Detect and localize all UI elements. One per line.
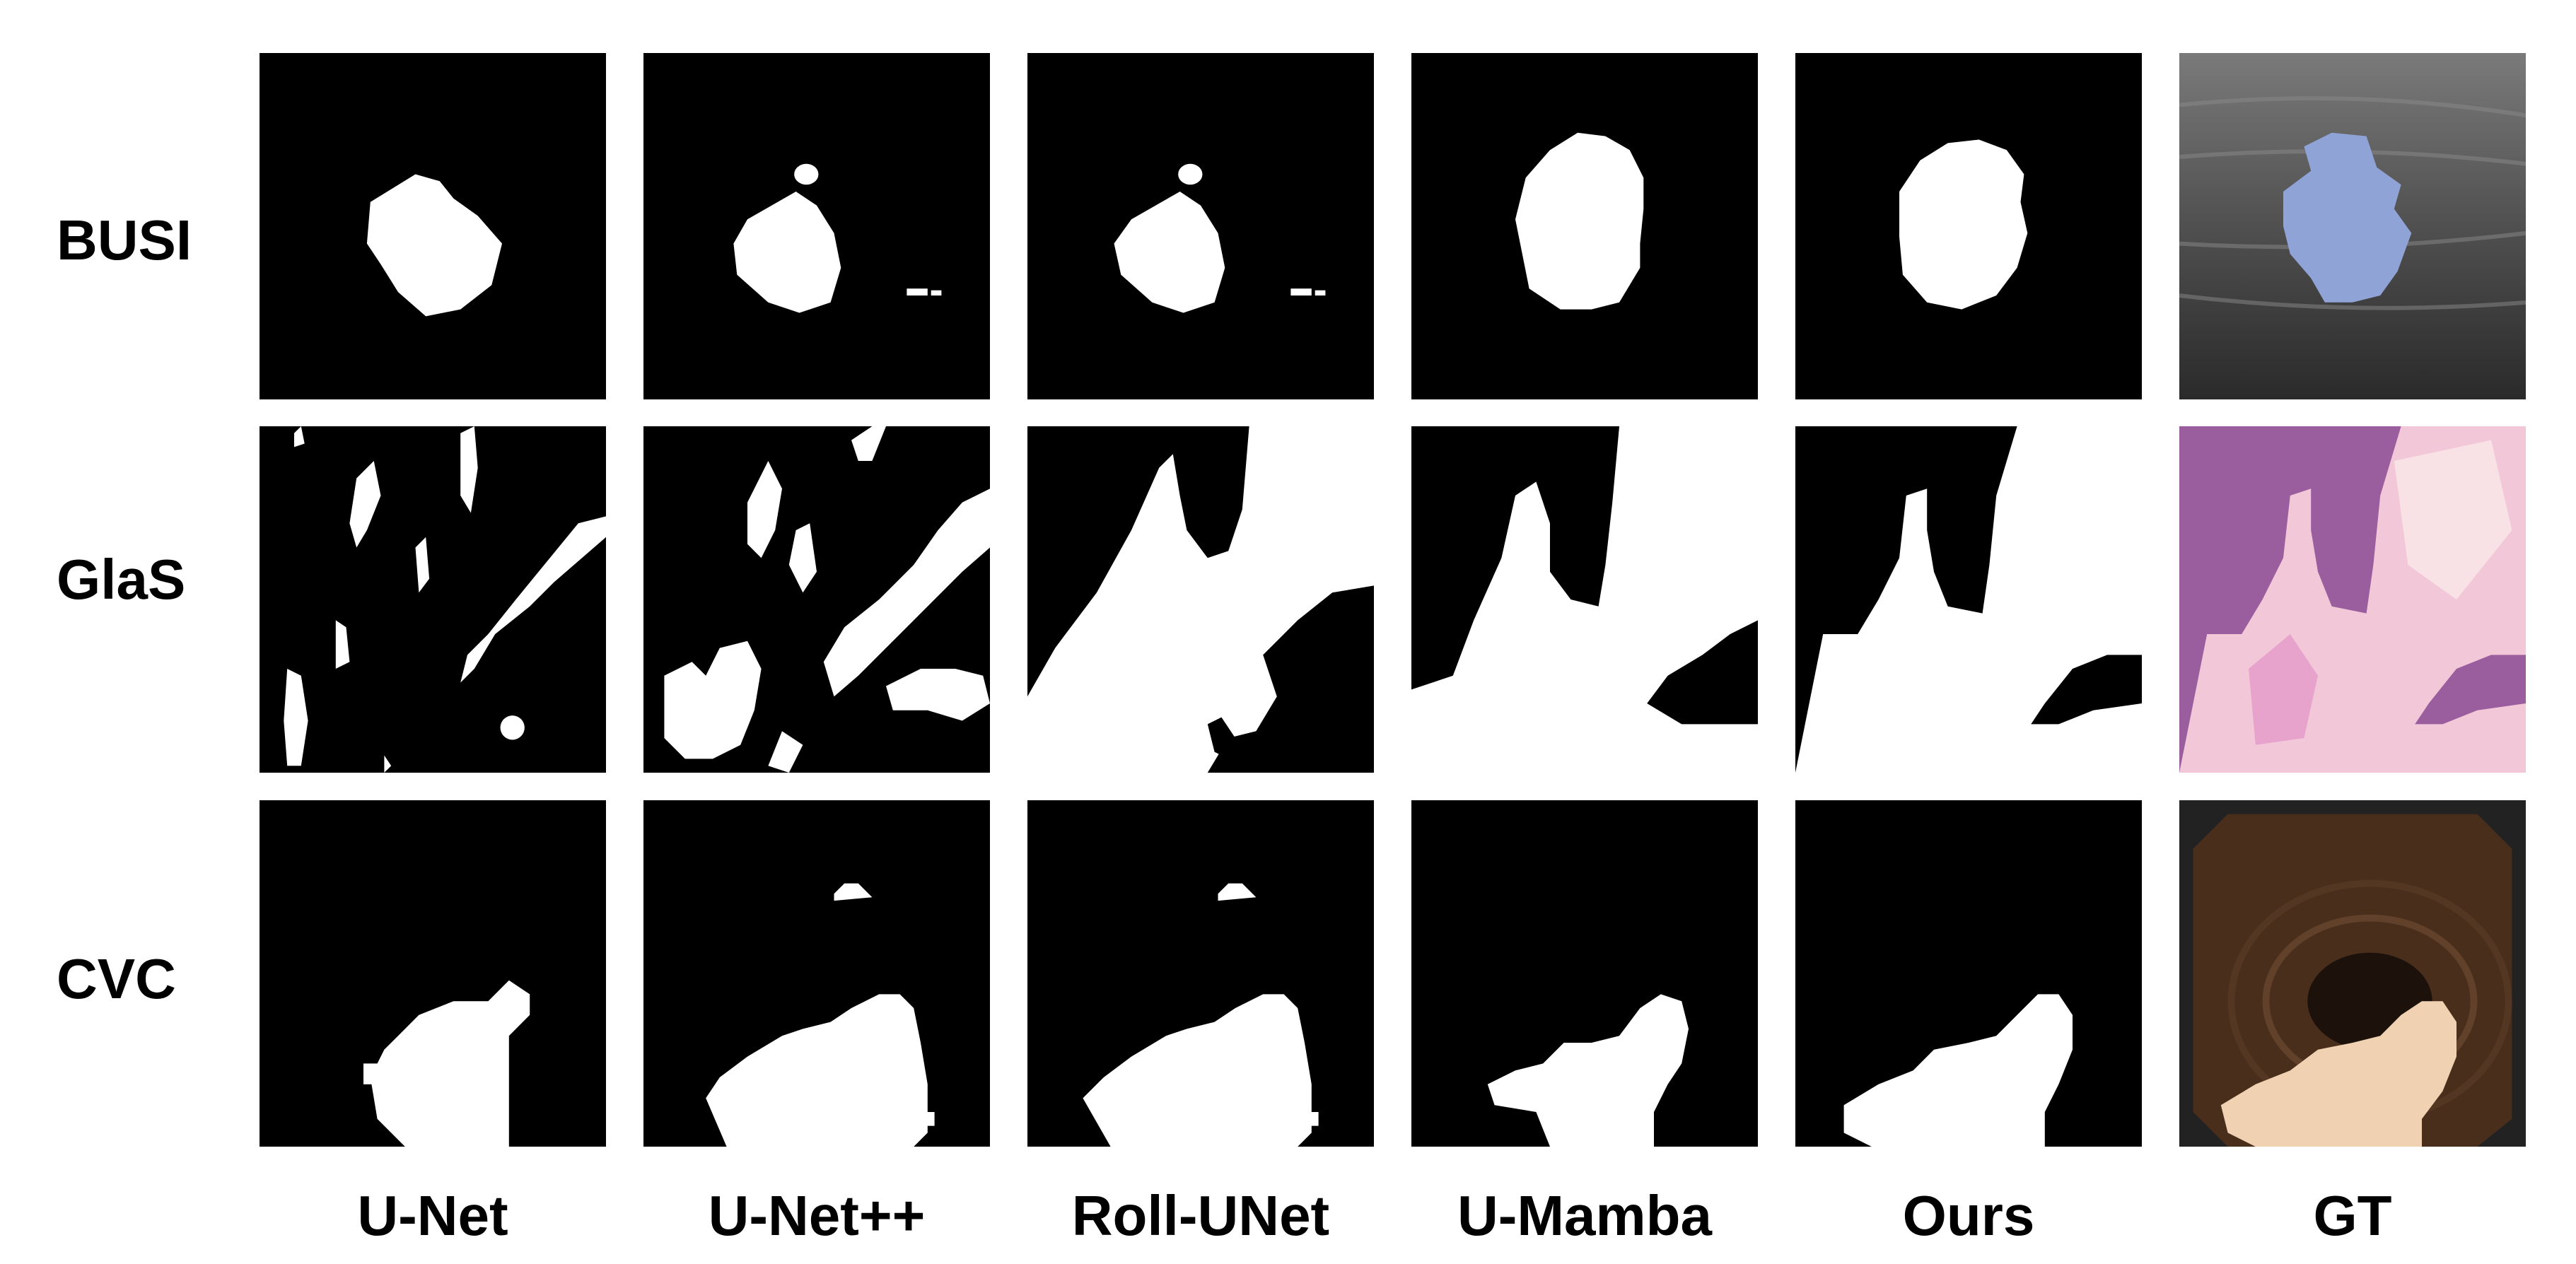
cvc-rollunet-mask: [1027, 800, 1374, 1147]
glas-ours-mask: [1795, 426, 2142, 773]
col-label-ours: Ours: [1902, 1184, 2035, 1247]
busi-umamba-mask: [1411, 53, 1758, 399]
col-label-unetpp: U-Net++: [708, 1184, 926, 1247]
glas-gt-overlay: [2179, 426, 2526, 773]
cvc-unet-mask: [260, 800, 606, 1147]
col-label-gt: GT: [2313, 1184, 2392, 1247]
col-label-rollunet: Roll-UNet: [1071, 1184, 1330, 1247]
busi-unet-mask: [260, 53, 606, 399]
glas-unet-mask: [260, 426, 606, 773]
busi-unetpp-mask: [643, 53, 990, 399]
busi-rollunet-mask: [1027, 53, 1374, 399]
cvc-unetpp-mask: [643, 800, 990, 1147]
col-label-unet: U-Net: [357, 1184, 508, 1247]
glas-umamba-mask: [1411, 426, 1758, 773]
busi-ours-mask: [1795, 53, 2142, 399]
busi-gt-overlay: [2179, 53, 2526, 399]
row-label-cvc: CVC: [57, 947, 176, 1010]
cvc-umamba-mask: [1411, 800, 1758, 1147]
glas-rollunet-mask: [1027, 426, 1374, 773]
row-label-busi: BUSI: [57, 209, 192, 271]
col-label-umamba: U-Mamba: [1457, 1184, 1713, 1247]
row-label-glas: GlaS: [57, 548, 186, 611]
cvc-ours-mask: [1795, 800, 2142, 1147]
glas-unetpp-mask: [643, 426, 990, 773]
cvc-gt-overlay: [2179, 800, 2526, 1147]
